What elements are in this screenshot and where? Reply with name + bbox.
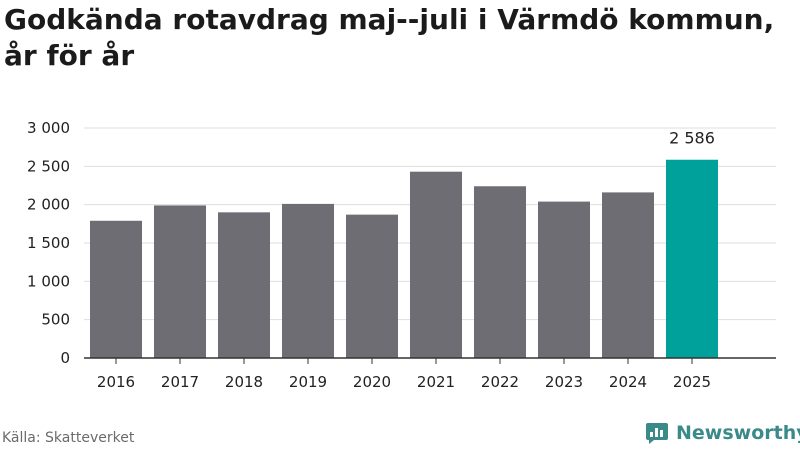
y-tick-label: 3 000: [27, 119, 70, 137]
chart-title: Godkända rotavdrag maj--juli i Värmdö ko…: [4, 3, 775, 72]
brand-name: Newsworthy: [676, 422, 800, 444]
y-tick-label: 2 000: [27, 196, 70, 214]
x-tick-label: 2025: [673, 373, 711, 391]
x-tick-label: 2022: [481, 373, 519, 391]
y-tick-label: 1 500: [27, 234, 70, 252]
y-tick-label: 500: [41, 311, 70, 329]
x-tick-label: 2020: [353, 373, 391, 391]
bar: [282, 203, 334, 358]
bar: [346, 214, 398, 358]
x-tick-label: 2017: [161, 373, 199, 391]
data-label: 2 586: [669, 129, 715, 148]
x-tick-label: 2019: [289, 373, 327, 391]
brand-logo: Newsworthy: [645, 420, 800, 446]
y-tick-label: 2 500: [27, 157, 70, 175]
bar: [410, 171, 462, 358]
bar: [154, 205, 206, 358]
newsworthy-logo-icon: [646, 423, 668, 444]
x-tick-label: 2018: [225, 373, 263, 391]
x-tick-label: 2024: [609, 373, 647, 391]
y-tick-label: 1 000: [27, 272, 70, 290]
source-note: Källa: Skatteverket: [2, 430, 135, 446]
bar: [218, 212, 270, 358]
bar: [474, 186, 526, 358]
bar: [538, 201, 590, 358]
bar: [90, 220, 142, 358]
x-tick-label: 2021: [417, 373, 455, 391]
bar: [602, 192, 654, 358]
x-tick-label: 2023: [545, 373, 583, 391]
x-tick-label: 2016: [97, 373, 135, 391]
y-tick-label: 0: [60, 349, 70, 367]
bar: [666, 159, 718, 358]
